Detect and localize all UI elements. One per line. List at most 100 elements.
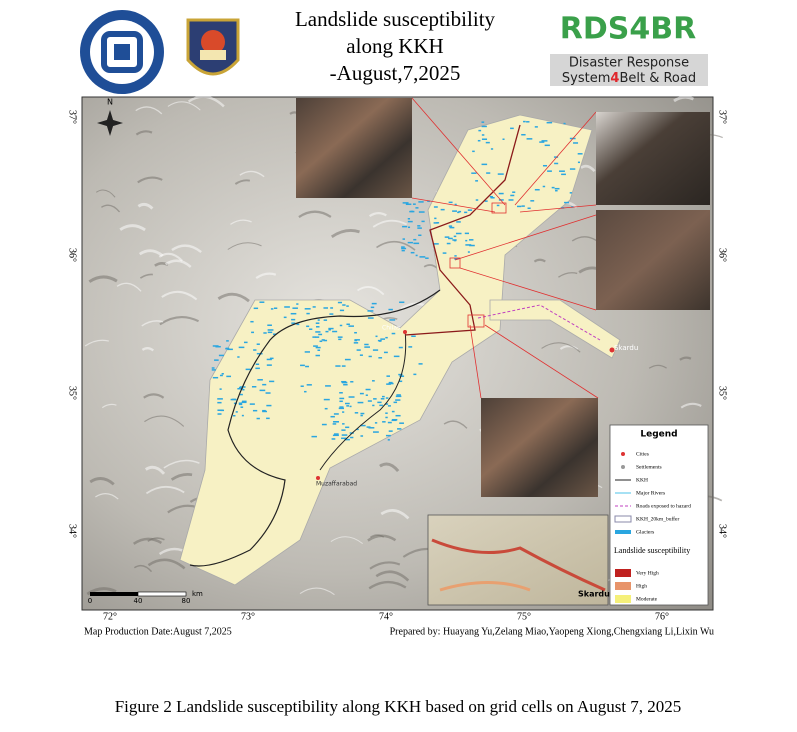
glacier <box>267 331 273 334</box>
ridge <box>145 485 185 495</box>
glacier <box>217 409 223 411</box>
glacier <box>360 424 366 427</box>
glacier <box>215 345 221 348</box>
ridge <box>379 462 400 473</box>
glacier <box>544 144 550 147</box>
glacier <box>415 254 418 257</box>
glacier <box>233 414 236 417</box>
glacier <box>306 325 310 328</box>
longitude-label: 74° <box>379 611 393 622</box>
glacier <box>332 423 337 425</box>
latitude-label: 37° <box>67 110 78 124</box>
glacier <box>240 406 244 408</box>
university-logo <box>80 10 164 94</box>
glacier <box>242 388 245 391</box>
glacier <box>498 192 504 195</box>
glacier <box>527 207 531 210</box>
glacier <box>407 218 411 220</box>
glacier <box>332 421 339 423</box>
ridge <box>187 95 225 108</box>
glacier <box>354 339 360 341</box>
glacier <box>561 173 566 176</box>
glacier <box>413 373 417 376</box>
legend-label: Moderate <box>636 596 658 602</box>
ridge <box>533 258 546 263</box>
glacier <box>419 256 426 258</box>
glacier <box>245 368 251 371</box>
glacier <box>311 435 317 438</box>
ridge <box>116 282 142 292</box>
glacier <box>214 359 219 361</box>
glacier <box>344 358 351 361</box>
glacier <box>417 225 421 227</box>
rds4br-logo: RDS4BR Disaster Response System4Belt & R… <box>550 12 708 86</box>
glacier <box>269 357 274 360</box>
glacier <box>300 364 305 367</box>
satellite-inset <box>596 112 710 205</box>
inset-hazard <box>439 581 531 592</box>
glacier <box>296 303 299 305</box>
glacier <box>333 413 339 415</box>
glacier <box>348 325 354 327</box>
glacier <box>335 365 341 367</box>
glacier <box>402 225 408 228</box>
scale-label: 0 <box>88 597 92 605</box>
glacier <box>407 241 413 244</box>
glacier <box>328 327 334 330</box>
glacier <box>267 329 274 331</box>
ridge <box>673 95 695 103</box>
glacier <box>454 203 457 206</box>
ridge <box>141 347 155 352</box>
glacier <box>388 430 393 432</box>
glacier <box>542 164 548 167</box>
glacier <box>454 255 457 257</box>
glacier <box>319 340 323 343</box>
glacier <box>381 395 385 398</box>
kkh-road <box>404 124 521 336</box>
legend-title: Legend <box>640 430 677 440</box>
ridge <box>375 570 410 582</box>
glacier <box>225 347 230 350</box>
glacier <box>413 242 420 245</box>
glacier <box>481 125 487 128</box>
glacier <box>539 141 545 143</box>
glacier <box>391 410 395 413</box>
glacier <box>366 426 371 428</box>
legend-label: KKH <box>636 477 648 483</box>
ridge <box>95 493 119 500</box>
glacier <box>339 324 343 327</box>
ridge <box>137 176 163 184</box>
glacier <box>318 333 323 336</box>
glacier <box>421 220 425 223</box>
glacier <box>343 383 348 386</box>
ridge <box>159 316 200 326</box>
glacier <box>325 385 331 387</box>
glacier <box>456 221 461 223</box>
glacier <box>440 208 445 211</box>
glacier <box>407 220 413 223</box>
glacier <box>364 346 370 348</box>
glacier <box>385 336 388 339</box>
ridge <box>443 420 468 429</box>
glacier <box>364 343 369 346</box>
glacier <box>339 397 345 400</box>
glacier <box>315 354 320 357</box>
ridge <box>558 272 578 278</box>
kkh-buffer <box>489 299 621 359</box>
glacier <box>382 421 386 423</box>
glacier <box>564 201 570 204</box>
glacier <box>402 238 405 240</box>
legend-label: Major Rivers <box>636 490 665 496</box>
glacier <box>241 401 247 404</box>
river <box>189 289 441 567</box>
title-line: along KKH <box>346 34 443 58</box>
glacier <box>337 336 343 338</box>
glacier <box>387 421 392 424</box>
logo-text: System4Belt & Road <box>562 71 696 86</box>
glacier <box>415 207 419 209</box>
glacier <box>497 173 504 175</box>
glacier <box>368 355 372 358</box>
glacier <box>372 380 375 382</box>
ridge <box>330 536 363 545</box>
ridge <box>255 272 277 280</box>
